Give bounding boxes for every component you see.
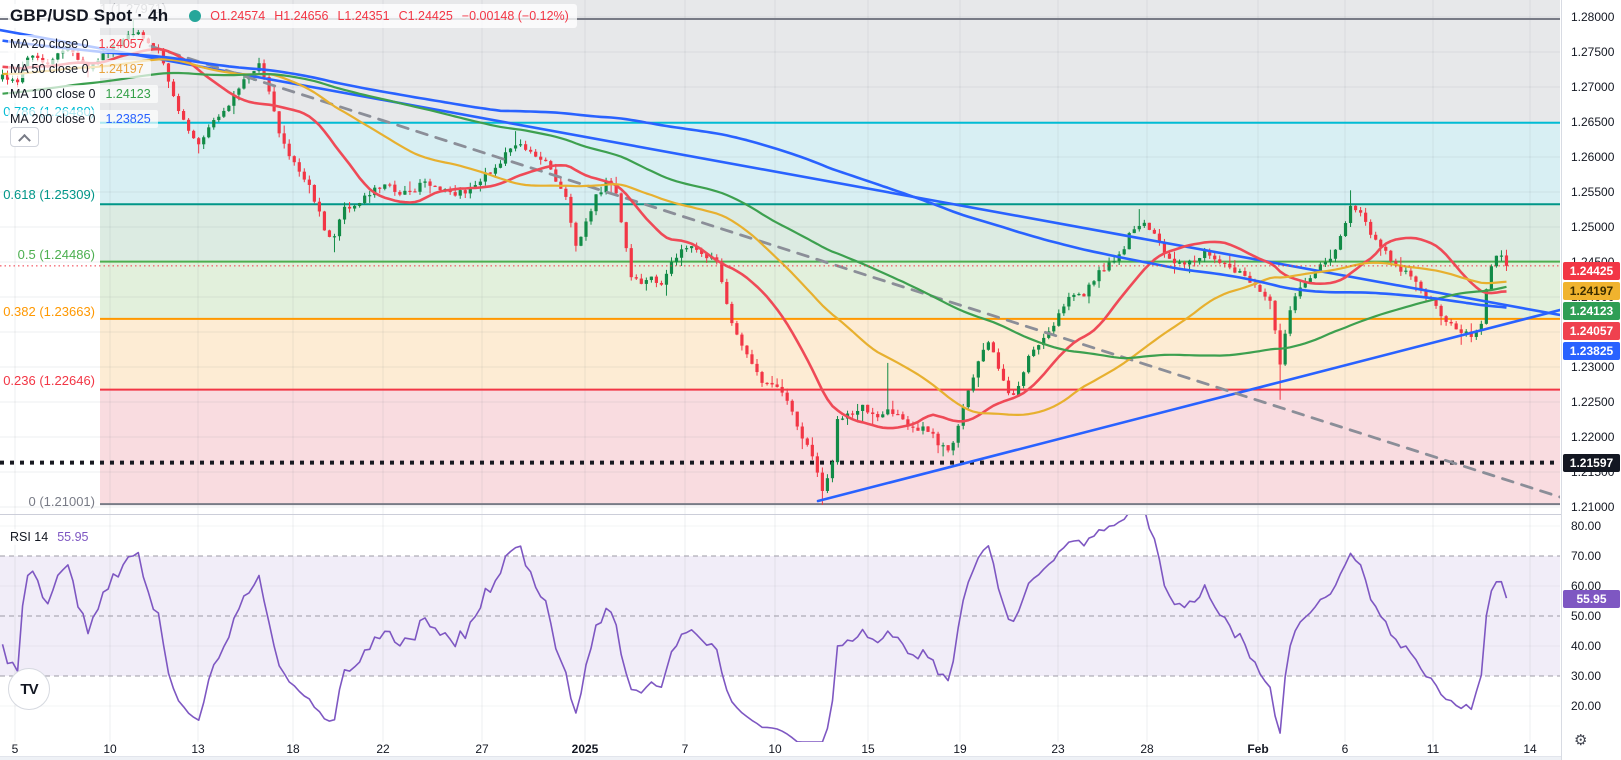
axis-settings-gear-icon[interactable]: ⚙ (1574, 732, 1588, 749)
ma-label: MA 100 close 0 (10, 87, 96, 101)
price-badge: 1.23825 (1563, 342, 1620, 360)
price-tick: 1.21000 (1571, 500, 1615, 514)
price-badge: 55.95 (1563, 590, 1620, 608)
time-tick: 2025 (571, 742, 599, 756)
ma-value: 1.24197 (98, 62, 144, 76)
rsi-tick: 80.00 (1571, 519, 1602, 533)
time-tick: 13 (191, 742, 205, 756)
time-tick: 10 (768, 742, 782, 756)
ohlc-close: C1.24425 (398, 9, 453, 23)
rsi-legend-row[interactable]: RSI 14 55.95 (8, 529, 95, 545)
price-badge: 1.21597 (1563, 454, 1620, 472)
ma-legend-row-3[interactable]: MA 100 close 0 1.24123 (8, 85, 158, 103)
legend: GBP/USD Spot · 4h O1.24574 H1.24656 L1.2… (8, 4, 577, 128)
ma-legend-row-4[interactable]: MA 200 close 0 1.23825 (8, 110, 158, 128)
bottom-strip (0, 756, 1621, 760)
price-axis[interactable]: 1.28000 1.27500 1.27000 1.26500 1.26000 1.255… (1561, 0, 1621, 760)
rsi-tick: 30.00 (1571, 669, 1602, 683)
price-tick: 1.22500 (1571, 395, 1615, 409)
ohlc-open: O1.24574 (210, 9, 266, 23)
time-tick: 27 (475, 742, 489, 756)
rsi-tick: 70.00 (1571, 549, 1602, 563)
price-tick: 1.27000 (1571, 80, 1615, 94)
ma-value: 1.24057 (98, 37, 144, 51)
time-tick: 10 (103, 742, 117, 756)
symbol-title[interactable]: GBP/USD Spot · 4h (10, 6, 169, 25)
ma-value: 1.23825 (105, 112, 151, 126)
fib-level-label: 0.618 (1.25309) (3, 187, 95, 202)
rsi-label: RSI 14 (10, 530, 49, 544)
time-tick: 14 (1523, 742, 1537, 756)
pane-divider[interactable] (0, 514, 1621, 515)
ohlc-high: H1.24656 (274, 9, 329, 23)
price-tick: 1.26000 (1571, 150, 1615, 164)
price-tick: 1.25500 (1571, 185, 1615, 199)
time-tick: 6 (1341, 742, 1349, 756)
price-tick: 1.22000 (1571, 430, 1615, 444)
fib-level-label: 0.382 (1.23663) (3, 304, 95, 319)
price-badge: 1.24197 (1563, 282, 1620, 300)
ma-legend-row-2[interactable]: MA 50 close 0 1.24197 (8, 60, 151, 78)
price-badge: 1.24425 (1563, 262, 1620, 280)
ma-legend-row-1[interactable]: MA 20 close 0 1.24057 (8, 35, 151, 53)
symbol-legend-row[interactable]: GBP/USD Spot · 4h O1.24574 H1.24656 L1.2… (8, 4, 577, 28)
ma-label: MA 20 close 0 (10, 37, 89, 51)
time-tick: 7 (681, 742, 689, 756)
rsi-pane-canvas[interactable] (0, 515, 1561, 742)
time-tick: 19 (953, 742, 967, 756)
price-tick: 1.28000 (1571, 10, 1615, 24)
collapse-indicators-button[interactable] (10, 127, 39, 147)
time-tick: Feb (1247, 742, 1269, 756)
time-tick: 15 (861, 742, 875, 756)
rsi-value: 55.95 (57, 530, 89, 544)
ohlc-values: O1.24574 H1.24656 L1.24351 C1.24425 −0.0… (210, 9, 569, 23)
rsi-tick: 60.00 (1571, 579, 1602, 593)
time-axis[interactable]: 5 10 13 18 22 27 2025 7 10 15 19 23 28 Feb 6 11 14 (0, 742, 1621, 760)
rsi-tick: 20.00 (1571, 699, 1602, 713)
price-tick: 1.26500 (1571, 115, 1615, 129)
rsi-tick: 50.00 (1571, 609, 1602, 623)
chevron-up-icon (18, 133, 31, 147)
price-tick: 1.27500 (1571, 45, 1615, 59)
time-tick: 23 (1051, 742, 1065, 756)
time-tick: 11 (1426, 742, 1440, 756)
price-tick: 1.23000 (1571, 360, 1615, 374)
fib-level-label: 0 (1.21001) (28, 494, 96, 509)
ma-label: MA 200 close 0 (10, 112, 96, 126)
rsi-tick: 40.00 (1571, 639, 1602, 653)
price-tick: 1.25000 (1571, 220, 1615, 234)
time-tick: 22 (376, 742, 390, 756)
price-badge: 1.24123 (1563, 302, 1620, 320)
time-tick: 5 (11, 742, 19, 756)
ohlc-low: L1.24351 (337, 9, 390, 23)
price-pane-canvas[interactable] (0, 0, 1561, 515)
fib-level-label: 0.5 (1.24486) (17, 247, 95, 262)
time-tick: 28 (1140, 742, 1154, 756)
fib-level-label: 0.236 (1.22646) (3, 373, 95, 388)
ma-label: MA 50 close 0 (10, 62, 89, 76)
time-tick: 18 (286, 742, 300, 756)
ohlc-change: −0.00148 (−0.12%) (461, 9, 569, 23)
tradingview-logo[interactable]: TV (8, 668, 50, 710)
ma-value: 1.24123 (105, 87, 151, 101)
market-status-icon (189, 10, 202, 22)
price-badge: 1.24057 (1563, 322, 1620, 340)
